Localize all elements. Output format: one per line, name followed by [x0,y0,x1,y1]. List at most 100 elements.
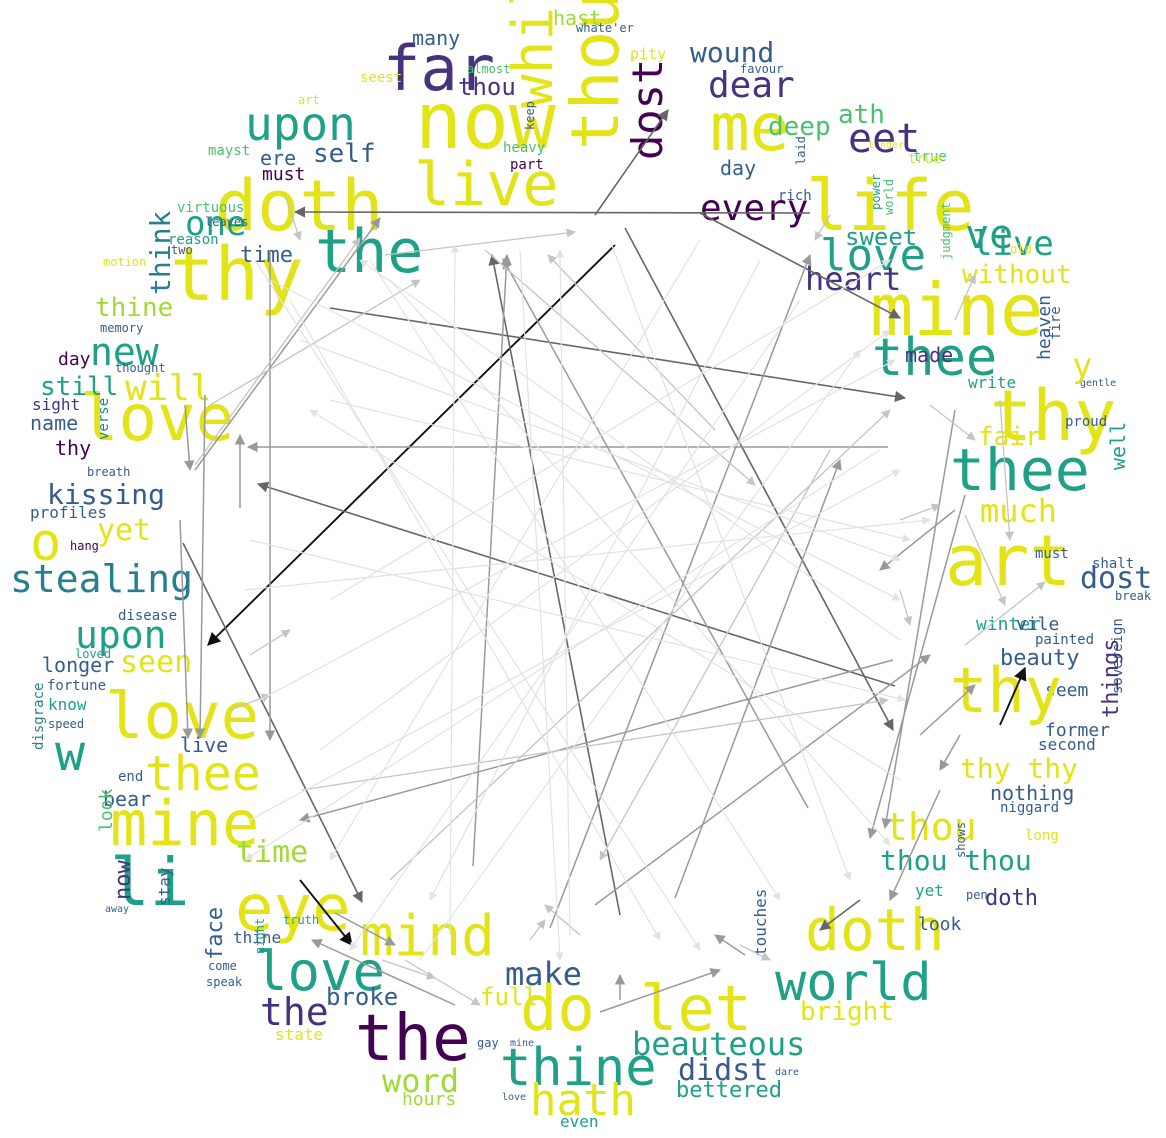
cloud-word-89: let [640,972,752,1045]
edge-arrow-57 [899,503,941,521]
cloud-word-13: upon [245,97,356,151]
cloud-word-86: thine [233,928,281,947]
cloud-word-64: seem [1045,680,1088,701]
cloud-word-149: proud [1065,414,1107,430]
cloud-word-70: mine [110,787,259,860]
cloud-word-160: art [298,93,320,107]
edge-arrow-13 [194,217,381,471]
cloud-word-48: much [980,492,1057,530]
cloud-word-170: y [1072,346,1092,386]
cloud-word-93: word [382,1062,459,1100]
cloud-word-161: leaves [205,215,248,229]
cloud-word-22: life [806,165,975,247]
edge-arrow-73 [369,259,781,901]
edge-arrow-2 [299,879,353,947]
cloud-word-78: mind [360,904,495,969]
edge-arrow-34 [939,734,961,771]
cloud-word-92: thine [500,1038,657,1098]
edge-arrow-12 [819,899,861,931]
edge-arrow-27 [674,459,842,899]
edge-arrow-45 [194,237,361,466]
cloud-word-95: bettered [676,1078,782,1103]
cloud-word-55: dost [1080,561,1152,596]
cloud-word-168: winter [976,614,1041,635]
edge-arrow-8 [182,542,363,904]
edge-arrow-80 [309,409,901,781]
cloud-word-140: shows [954,822,968,858]
cloud-word-112: almost [467,62,510,76]
edge-arrow-71 [329,239,701,861]
cloud-word-110: judgment [939,202,953,260]
cloud-word-104: disgrace [31,683,47,750]
cloud-word-107: well [1106,422,1130,470]
cloud-word-67: second [1038,735,1096,754]
edge-arrow-49 [404,959,481,1006]
edge-arrow-77 [289,299,661,941]
cloud-word-4: though [557,0,634,150]
cloud-word-71: bear [103,787,151,811]
cloud-word-113: favour [740,62,783,76]
cloud-word-81: bright [800,997,894,1027]
cloud-word-135: love [502,1092,526,1103]
cloud-word-7: dear [708,65,795,106]
cloud-word-159: seest [360,70,402,86]
cloud-word-167: painted [1035,632,1094,648]
cloud-word-59: love [105,680,259,754]
cloud-word-34: without [962,260,1072,290]
edge-arrow-5 [329,307,907,402]
word-cloud: farnowwhilstthoughdostwounddearmethouman… [10,0,1152,1131]
edge-arrow-70 [609,239,852,881]
edge-arrow-1 [207,244,616,646]
cloud-word-91: didst [678,1053,768,1088]
cloud-word-96: hours [402,1089,456,1110]
cloud-word-88: make [505,955,582,993]
cloud-word-102: now [111,860,136,900]
cloud-word-66: former [1045,720,1110,741]
cloud-word-163: motion [103,255,146,269]
network-edges [179,109,1046,1013]
cloud-word-142: niggard [1000,800,1059,816]
edge-arrow-30 [298,659,894,823]
cloud-word-127: away [105,904,129,915]
edge-arrow-62 [555,249,571,936]
cloud-word-28: time [240,243,293,268]
cloud-word-124: speed [48,717,84,731]
edge-arrow-58 [999,399,1014,541]
edge-arrow-67 [244,516,931,591]
cloud-word-26: one [185,204,246,244]
cloud-word-147: must [1035,546,1069,562]
cloud-word-138: yet [915,881,944,900]
edge-arrow-69 [319,329,891,751]
cloud-word-62: thee [145,746,261,802]
cloud-word-164: two [171,243,193,257]
edge-arrow-76 [249,469,901,821]
edge-arrow-74 [519,249,564,961]
cloud-word-47: thee [950,436,1090,504]
cloud-word-99: do [520,972,595,1045]
cloud-word-87: full [480,983,538,1011]
cloud-word-39: love [80,382,234,456]
cloud-word-158: keep [523,101,537,130]
cloud-word-139: pen [966,888,988,902]
edge-arrow-53 [229,693,271,711]
edge-arrow-21 [867,494,966,840]
cloud-word-77: love [255,940,385,1003]
edge-arrow-6 [293,206,811,218]
edge-arrow-37 [814,214,831,241]
cloud-word-137: touches [751,889,770,956]
cloud-word-169: vile [1016,614,1059,635]
cloud-word-24: day [720,156,756,180]
cloud-word-130: truth [283,913,319,927]
edge-arrow-63 [269,279,901,601]
edge-arrow-52 [739,944,771,961]
edge-arrow-19 [599,968,721,1013]
edge-arrow-16 [311,939,456,1006]
edge-arrow-38 [381,959,436,980]
cloud-word-150: fire [1048,306,1064,340]
cloud-word-42: sight [32,395,80,414]
cloud-word-132: state [275,1025,323,1044]
cloud-word-85: broke [326,983,398,1011]
edge-arrow-41 [544,904,581,936]
edge-arrow-54 [929,404,976,441]
cloud-word-5: dost [623,59,672,160]
